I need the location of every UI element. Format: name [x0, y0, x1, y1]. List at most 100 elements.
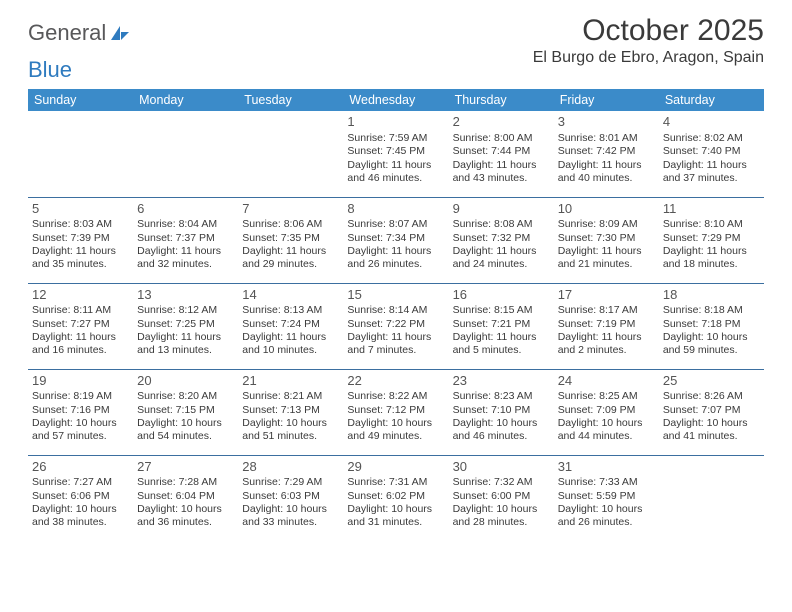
day-number: 13 [137, 287, 234, 304]
day-number: 12 [32, 287, 129, 304]
day-number: 31 [558, 459, 655, 476]
daylight-text: and 28 minutes. [453, 516, 550, 529]
daylight-text: Daylight: 11 hours [663, 159, 760, 172]
sunset-text: Sunset: 6:04 PM [137, 490, 234, 503]
calendar-body: 1Sunrise: 7:59 AMSunset: 7:45 PMDaylight… [28, 111, 764, 541]
day-number: 17 [558, 287, 655, 304]
calendar-cell: 28Sunrise: 7:29 AMSunset: 6:03 PMDayligh… [238, 455, 343, 541]
calendar-cell: 31Sunrise: 7:33 AMSunset: 5:59 PMDayligh… [554, 455, 659, 541]
sunset-text: Sunset: 7:29 PM [663, 232, 760, 245]
day-number: 14 [242, 287, 339, 304]
daylight-text: Daylight: 10 hours [663, 417, 760, 430]
day-number: 1 [347, 114, 444, 131]
daylight-text: Daylight: 10 hours [242, 417, 339, 430]
daylight-text: Daylight: 11 hours [347, 245, 444, 258]
day-number: 28 [242, 459, 339, 476]
day-number: 10 [558, 201, 655, 218]
day-number: 2 [453, 114, 550, 131]
sunrise-text: Sunrise: 8:02 AM [663, 132, 760, 145]
daylight-text: Daylight: 10 hours [32, 503, 129, 516]
weekday-header: Thursday [449, 89, 554, 111]
daylight-text: and 38 minutes. [32, 516, 129, 529]
day-number: 7 [242, 201, 339, 218]
calendar-cell: 15Sunrise: 8:14 AMSunset: 7:22 PMDayligh… [343, 283, 448, 369]
day-number: 30 [453, 459, 550, 476]
day-number: 29 [347, 459, 444, 476]
daylight-text: and 36 minutes. [137, 516, 234, 529]
calendar-cell: 22Sunrise: 8:22 AMSunset: 7:12 PMDayligh… [343, 369, 448, 455]
day-number: 26 [32, 459, 129, 476]
daylight-text: Daylight: 11 hours [663, 245, 760, 258]
sunset-text: Sunset: 7:07 PM [663, 404, 760, 417]
weekday-header: Saturday [659, 89, 764, 111]
day-number: 23 [453, 373, 550, 390]
title-block: October 2025 El Burgo de Ebro, Aragon, S… [533, 14, 764, 67]
daylight-text: and 37 minutes. [663, 172, 760, 185]
calendar-cell: 3Sunrise: 8:01 AMSunset: 7:42 PMDaylight… [554, 111, 659, 197]
sunrise-text: Sunrise: 8:13 AM [242, 304, 339, 317]
daylight-text: Daylight: 10 hours [558, 503, 655, 516]
sunrise-text: Sunrise: 8:26 AM [663, 390, 760, 403]
daylight-text: and 57 minutes. [32, 430, 129, 443]
day-number: 4 [663, 114, 760, 131]
daylight-text: Daylight: 10 hours [137, 417, 234, 430]
calendar-cell: 27Sunrise: 7:28 AMSunset: 6:04 PMDayligh… [133, 455, 238, 541]
calendar-cell: 6Sunrise: 8:04 AMSunset: 7:37 PMDaylight… [133, 197, 238, 283]
daylight-text: Daylight: 10 hours [137, 503, 234, 516]
daylight-text: and 35 minutes. [32, 258, 129, 271]
weekday-header: Sunday [28, 89, 133, 111]
daylight-text: and 24 minutes. [453, 258, 550, 271]
sunset-text: Sunset: 7:13 PM [242, 404, 339, 417]
daylight-text: Daylight: 10 hours [453, 503, 550, 516]
sunrise-text: Sunrise: 7:33 AM [558, 476, 655, 489]
calendar-cell: 2Sunrise: 8:00 AMSunset: 7:44 PMDaylight… [449, 111, 554, 197]
sunrise-text: Sunrise: 8:19 AM [32, 390, 129, 403]
daylight-text: Daylight: 11 hours [558, 159, 655, 172]
calendar-week-row: 26Sunrise: 7:27 AMSunset: 6:06 PMDayligh… [28, 455, 764, 541]
sunrise-text: Sunrise: 8:07 AM [347, 218, 444, 231]
sunrise-text: Sunrise: 8:15 AM [453, 304, 550, 317]
sunrise-text: Sunrise: 8:20 AM [137, 390, 234, 403]
sunset-text: Sunset: 7:37 PM [137, 232, 234, 245]
day-number: 11 [663, 201, 760, 218]
daylight-text: and 46 minutes. [347, 172, 444, 185]
sunrise-text: Sunrise: 8:21 AM [242, 390, 339, 403]
sunrise-text: Sunrise: 8:06 AM [242, 218, 339, 231]
daylight-text: Daylight: 10 hours [663, 331, 760, 344]
calendar-cell: 7Sunrise: 8:06 AMSunset: 7:35 PMDaylight… [238, 197, 343, 283]
daylight-text: Daylight: 10 hours [347, 503, 444, 516]
daylight-text: Daylight: 11 hours [137, 331, 234, 344]
sunrise-text: Sunrise: 8:11 AM [32, 304, 129, 317]
sunset-text: Sunset: 7:09 PM [558, 404, 655, 417]
daylight-text: and 40 minutes. [558, 172, 655, 185]
daylight-text: Daylight: 11 hours [32, 245, 129, 258]
weekday-header: Monday [133, 89, 238, 111]
calendar-week-row: 5Sunrise: 8:03 AMSunset: 7:39 PMDaylight… [28, 197, 764, 283]
daylight-text: Daylight: 11 hours [32, 331, 129, 344]
calendar-head: SundayMondayTuesdayWednesdayThursdayFrid… [28, 89, 764, 111]
month-title: October 2025 [533, 14, 764, 47]
daylight-text: and 44 minutes. [558, 430, 655, 443]
sunrise-text: Sunrise: 8:01 AM [558, 132, 655, 145]
sunset-text: Sunset: 7:12 PM [347, 404, 444, 417]
daylight-text: Daylight: 11 hours [453, 245, 550, 258]
calendar-table: SundayMondayTuesdayWednesdayThursdayFrid… [28, 89, 764, 541]
daylight-text: and 41 minutes. [663, 430, 760, 443]
calendar-cell: 20Sunrise: 8:20 AMSunset: 7:15 PMDayligh… [133, 369, 238, 455]
calendar-cell: 5Sunrise: 8:03 AMSunset: 7:39 PMDaylight… [28, 197, 133, 283]
sunrise-text: Sunrise: 8:08 AM [453, 218, 550, 231]
sunrise-text: Sunrise: 8:10 AM [663, 218, 760, 231]
daylight-text: and 32 minutes. [137, 258, 234, 271]
brand-logo: General [28, 14, 131, 46]
calendar-cell: 26Sunrise: 7:27 AMSunset: 6:06 PMDayligh… [28, 455, 133, 541]
daylight-text: Daylight: 10 hours [242, 503, 339, 516]
sunset-text: Sunset: 7:45 PM [347, 145, 444, 158]
sunrise-text: Sunrise: 8:12 AM [137, 304, 234, 317]
day-number: 8 [347, 201, 444, 218]
daylight-text: Daylight: 10 hours [453, 417, 550, 430]
sunset-text: Sunset: 6:02 PM [347, 490, 444, 503]
daylight-text: Daylight: 10 hours [32, 417, 129, 430]
calendar-cell: 30Sunrise: 7:32 AMSunset: 6:00 PMDayligh… [449, 455, 554, 541]
day-number: 6 [137, 201, 234, 218]
sunrise-text: Sunrise: 8:23 AM [453, 390, 550, 403]
